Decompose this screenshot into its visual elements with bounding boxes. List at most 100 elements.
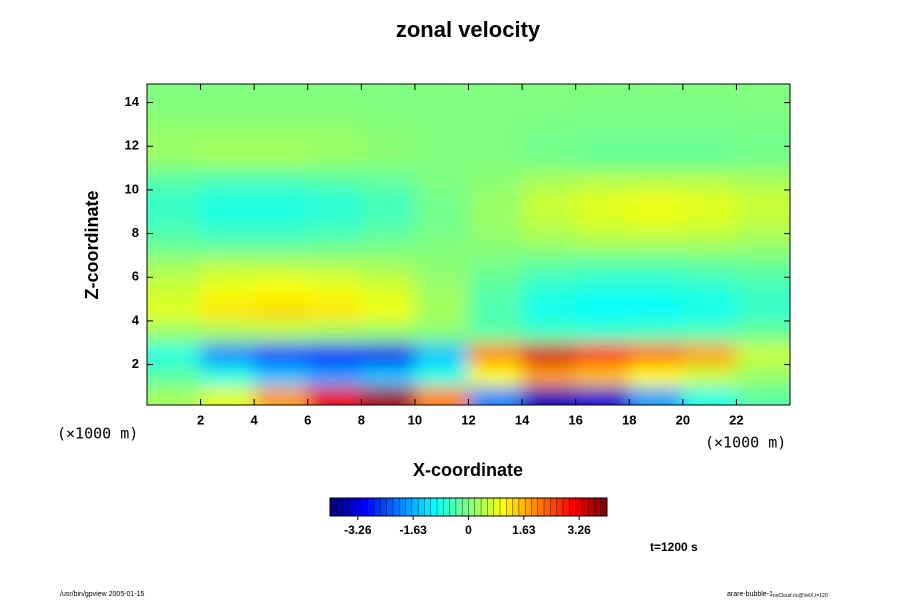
heatmap (147, 84, 790, 405)
heatmap-cell (147, 255, 202, 278)
heatmap-cell (147, 189, 202, 213)
colorbar-segment (355, 498, 362, 516)
colorbar: -3.26 -1.63 0 1.63 3.26 (329, 497, 608, 537)
heatmap-cell (575, 277, 630, 300)
heatmap-cell (468, 102, 523, 125)
heatmap-cell (468, 233, 523, 256)
heatmap-cell (307, 146, 362, 169)
heatmap-cell (522, 146, 577, 169)
colorbar-segment (518, 498, 526, 516)
heatmap-cell (736, 102, 790, 125)
heatmap-cell (200, 255, 255, 278)
heatmap-cell (200, 233, 255, 256)
x-tick-label: 8 (358, 412, 365, 427)
heatmap-cell (682, 386, 737, 405)
heatmap-cell (361, 102, 416, 125)
heatmap-cell (575, 146, 630, 169)
heatmap-cell (361, 386, 416, 405)
colorbar-segment (531, 498, 539, 516)
heatmap-cell (414, 255, 469, 278)
colorbar-segment (330, 498, 337, 516)
colorbar-segment (493, 498, 501, 516)
heatmap-cell (736, 386, 790, 405)
heatmap-cell (254, 277, 309, 300)
heatmap-cell (468, 342, 523, 366)
heatmap-cell (575, 233, 630, 256)
heatmap-cell (307, 168, 362, 191)
heatmap-cell (254, 84, 309, 104)
heatmap-cell (254, 124, 309, 147)
y-tick-label: 2 (132, 356, 139, 371)
heatmap-cell (414, 124, 469, 147)
heatmap-cell (361, 189, 416, 213)
heatmap-cell (629, 189, 684, 213)
heatmap-cell (575, 299, 630, 322)
heatmap-cell (682, 233, 737, 256)
heatmap-cell (736, 211, 790, 235)
heatmap-cell (682, 277, 737, 300)
heatmap-cell (682, 146, 737, 169)
heatmap-cell (468, 146, 523, 169)
heatmap-cell (254, 168, 309, 191)
colorbar-segment (569, 498, 576, 516)
heatmap-cell (361, 255, 416, 278)
x-tick-label: 6 (304, 412, 311, 427)
heatmap-cell (200, 320, 255, 344)
heatmap-cell (736, 364, 790, 387)
y-tick-label: 6 (132, 269, 139, 284)
colorbar-segment (418, 498, 425, 516)
heatmap-cell (200, 102, 255, 125)
heatmap-cell (147, 277, 202, 300)
heatmap-cell (147, 233, 202, 256)
heatmap-cell (414, 168, 469, 191)
heatmap-cell (575, 124, 630, 147)
heatmap-cell (147, 211, 202, 235)
heatmap-cell (468, 320, 523, 344)
heatmap-cell (200, 386, 255, 405)
heatmap-cell (575, 320, 630, 344)
heatmap-cell (629, 84, 684, 104)
colorbar-segment (386, 498, 394, 516)
heatmap-cell (736, 124, 790, 147)
heatmap-cell (254, 102, 309, 125)
colorbar-segment (525, 498, 532, 516)
heatmap-cell (200, 342, 255, 366)
heatmap-cell (254, 386, 309, 405)
heatmap-cell (200, 189, 255, 213)
y-axis-label: Z-coordinate (82, 190, 102, 299)
colorbar-segment (449, 498, 457, 516)
heatmap-cell (629, 233, 684, 256)
heatmap-cell (254, 342, 309, 366)
heatmap-cell (414, 146, 469, 169)
heatmap-cell (307, 320, 362, 344)
heatmap-cell (682, 84, 737, 104)
x-axis-label: X-coordinate (413, 460, 523, 480)
heatmap-cell (361, 364, 416, 387)
heatmap-cell (200, 277, 255, 300)
heatmap-cell (736, 146, 790, 169)
heatmap-cell (147, 124, 202, 147)
colorbar-segment (537, 498, 545, 516)
colorbar-segment (575, 498, 583, 516)
heatmap-cell (307, 189, 362, 213)
colorbar-segment (430, 498, 438, 516)
heatmap-cell (254, 146, 309, 169)
heatmap-cell (522, 189, 577, 213)
heatmap-cell (522, 320, 577, 344)
colorbar-segment (361, 498, 369, 516)
heatmap-cell (682, 168, 737, 191)
heatmap-cell (682, 124, 737, 147)
heatmap-cell (736, 320, 790, 344)
heatmap-cell (736, 168, 790, 191)
heatmap-cell (522, 168, 577, 191)
footer-right: arare-bubble-1noCloud.nc@VelX,t=120 (727, 591, 828, 599)
heatmap-cell (147, 84, 202, 104)
heatmap-cell (629, 211, 684, 235)
heatmap-cell (307, 124, 362, 147)
heatmap-cell (307, 233, 362, 256)
heatmap-cell (361, 84, 416, 104)
heatmap-cell (575, 211, 630, 235)
colorbar-segment (594, 498, 602, 516)
x-tick-label: 12 (461, 412, 475, 427)
